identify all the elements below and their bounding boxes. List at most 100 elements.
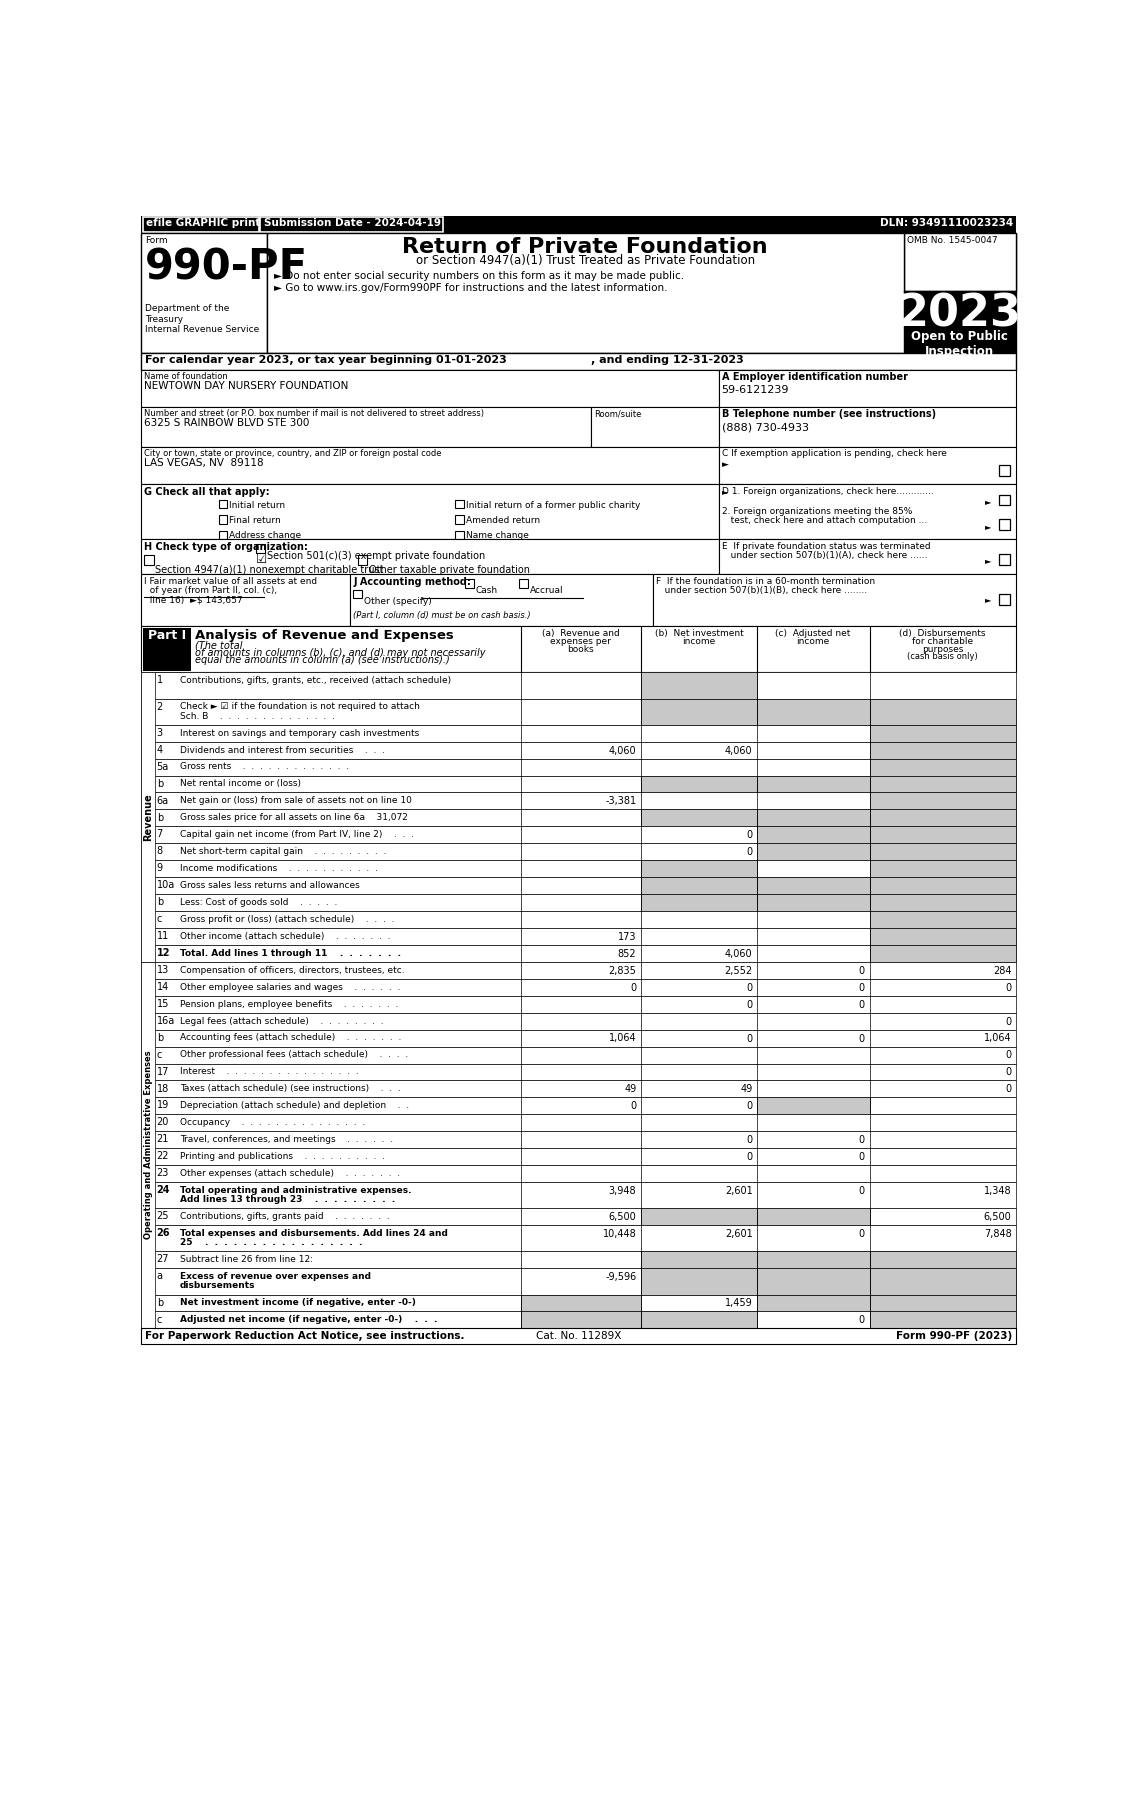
Bar	[999, 520, 1010, 530]
Text: c: c	[157, 1314, 161, 1325]
Bar	[141, 1268, 1016, 1295]
Text: Contributions, gifts, grants, etc., received (attach schedule): Contributions, gifts, grants, etc., rece…	[180, 676, 450, 685]
Text: efile GRAPHIC print: efile GRAPHIC print	[146, 218, 260, 228]
Bar	[141, 1251, 1016, 1268]
Text: 0: 0	[859, 1187, 865, 1196]
Text: under section 507(b)(1)(B), check here ........: under section 507(b)(1)(B), check here .…	[656, 586, 867, 595]
Bar	[141, 1012, 1016, 1030]
Bar	[653, 574, 1016, 626]
Bar	[519, 579, 528, 588]
Bar	[869, 793, 1016, 809]
Text: 5a: 5a	[157, 762, 169, 771]
Bar	[141, 741, 1016, 759]
Text: ► Do not enter social security numbers on this form as it may be made public.: ► Do not enter social security numbers o…	[273, 271, 684, 280]
Bar	[141, 978, 1016, 996]
Text: (d)  Disbursements: (d) Disbursements	[899, 629, 986, 638]
Bar	[999, 593, 1010, 604]
Text: 0: 0	[1005, 1068, 1012, 1077]
Text: -3,381: -3,381	[605, 797, 637, 806]
Text: 0: 0	[1005, 1050, 1012, 1061]
Bar	[641, 1251, 758, 1268]
Text: 0: 0	[630, 984, 637, 992]
Bar	[758, 1251, 869, 1268]
Text: For calendar year 2023, or tax year beginning 01-01-2023: For calendar year 2023, or tax year begi…	[145, 356, 507, 365]
Bar	[641, 877, 758, 894]
Text: 19: 19	[157, 1100, 169, 1111]
Text: 1,064: 1,064	[609, 1034, 637, 1043]
Bar	[141, 1311, 1016, 1329]
Text: or Section 4947(a)(1) Trust Treated as Private Foundation: or Section 4947(a)(1) Trust Treated as P…	[415, 254, 755, 268]
Text: Depreciation (attach schedule) and depletion    .  .: Depreciation (attach schedule) and deple…	[180, 1100, 409, 1109]
Text: Less: Cost of goods sold    .  .  .  .  .: Less: Cost of goods sold . . . . .	[180, 897, 338, 906]
Bar	[141, 775, 1016, 793]
Text: Other taxable private foundation: Other taxable private foundation	[369, 565, 530, 575]
Text: Interest on savings and temporary cash investments: Interest on savings and temporary cash i…	[180, 728, 419, 737]
Bar	[758, 894, 869, 912]
Bar	[141, 672, 155, 962]
Text: Capital gain net income (from Part IV, line 2)    .  .  .: Capital gain net income (from Part IV, l…	[180, 831, 414, 840]
Bar	[141, 672, 1016, 699]
Text: 11: 11	[157, 931, 169, 940]
Text: 0: 0	[746, 1000, 753, 1010]
Text: Dividends and interest from securities    .  .  .: Dividends and interest from securities .…	[180, 746, 385, 755]
Text: E  If private foundation status was terminated: E If private foundation status was termi…	[721, 543, 930, 552]
Text: 0: 0	[1005, 1016, 1012, 1027]
Text: 0: 0	[746, 847, 753, 858]
Text: 6325 S RAINBOW BLVD STE 300: 6325 S RAINBOW BLVD STE 300	[145, 419, 309, 428]
Bar	[142, 628, 191, 671]
Bar	[641, 859, 758, 877]
Bar	[903, 291, 1016, 352]
Text: 21: 21	[157, 1135, 169, 1144]
Text: (888) 730-4933: (888) 730-4933	[721, 423, 808, 432]
Text: Section 4947(a)(1) nonexempt charitable trust: Section 4947(a)(1) nonexempt charitable …	[155, 565, 384, 575]
Bar	[141, 827, 1016, 843]
Text: Treasury: Treasury	[145, 315, 183, 324]
Text: Number and street (or P.O. box number if mail is not delivered to street address: Number and street (or P.O. box number if…	[145, 408, 484, 417]
Text: ►: ►	[721, 487, 728, 496]
Text: 2,601: 2,601	[725, 1230, 753, 1239]
Bar	[641, 894, 758, 912]
Text: 0: 0	[746, 1135, 753, 1145]
Text: 24: 24	[157, 1185, 170, 1196]
Text: Name of foundation: Name of foundation	[145, 372, 228, 381]
Text: LAS VEGAS, NV  89118: LAS VEGAS, NV 89118	[145, 458, 264, 467]
Text: -9,596: -9,596	[605, 1273, 637, 1282]
Text: 22: 22	[157, 1151, 169, 1162]
Bar	[353, 590, 362, 599]
Bar	[219, 500, 227, 509]
Bar	[141, 232, 268, 352]
Text: of year (from Part II, col. (c),: of year (from Part II, col. (c),	[145, 586, 278, 595]
Text: Adjusted net income (if negative, enter -0-)    .  .  .: Adjusted net income (if negative, enter …	[180, 1316, 437, 1325]
Text: of amounts in columns (b), (c), and (d) may not necessarily: of amounts in columns (b), (c), and (d) …	[195, 647, 485, 658]
Text: Initial return: Initial return	[229, 500, 286, 509]
Bar	[758, 827, 869, 843]
Text: (c)  Adjusted net: (c) Adjusted net	[776, 629, 851, 638]
Text: Net investment income (if negative, enter -0-): Net investment income (if negative, ente…	[180, 1298, 415, 1307]
Text: purposes: purposes	[921, 645, 963, 654]
Text: 20: 20	[157, 1117, 169, 1127]
Text: ►: ►	[986, 521, 991, 530]
Text: 4,060: 4,060	[609, 746, 637, 755]
Text: 0: 0	[859, 1230, 865, 1239]
Text: 49: 49	[741, 1084, 753, 1095]
Text: 4: 4	[157, 744, 163, 755]
Text: 14: 14	[157, 982, 169, 992]
Text: Printing and publications    .  .  .  .  .  .  .  .  .  .: Printing and publications . . . . . . . …	[180, 1153, 385, 1162]
Bar	[145, 556, 154, 565]
Text: For Paperwork Reduction Act Notice, see instructions.: For Paperwork Reduction Act Notice, see …	[145, 1332, 464, 1341]
Text: Part I: Part I	[148, 629, 186, 642]
Text: ►: ►	[986, 595, 991, 604]
Bar	[141, 962, 155, 1329]
Bar	[520, 1295, 641, 1311]
Text: Open to Public
Inspection: Open to Public Inspection	[911, 329, 1008, 358]
Text: b: b	[157, 779, 163, 789]
Text: Other professional fees (attach schedule)    .  .  .  .: Other professional fees (attach schedule…	[180, 1050, 408, 1059]
Bar	[141, 1208, 1016, 1224]
Bar	[141, 962, 1016, 978]
Text: 16a: 16a	[157, 1016, 175, 1027]
Text: 6a: 6a	[157, 795, 168, 806]
Text: 173: 173	[618, 931, 637, 942]
Text: 0: 0	[746, 1153, 753, 1162]
Bar	[718, 446, 1016, 484]
Text: Income modifications    .  .  .  .  .  .  .  .  .  .  .: Income modifications . . . . . . . . . .…	[180, 865, 378, 874]
